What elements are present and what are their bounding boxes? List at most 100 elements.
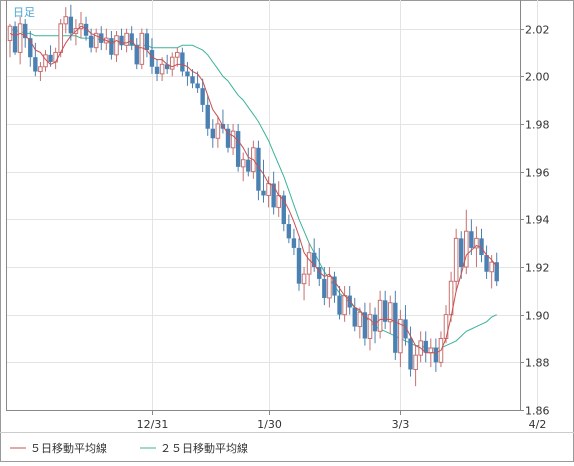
y-tick-label: 1.98 xyxy=(525,119,550,132)
legend: ５日移動平均線 ２５日移動平均線 xyxy=(10,441,248,455)
x-tick-label: 1/30 xyxy=(257,418,282,431)
candle-body xyxy=(387,302,393,323)
candle-body xyxy=(134,45,139,65)
candle-body xyxy=(474,237,479,249)
x-tick-label: 12/31 xyxy=(137,418,169,431)
candle-body xyxy=(484,255,489,272)
candle-body xyxy=(301,273,307,285)
candle-body xyxy=(469,231,474,248)
candle-body xyxy=(377,299,383,332)
candle-body xyxy=(195,83,200,89)
candle-body xyxy=(296,247,302,284)
candle-body xyxy=(367,314,373,339)
y-tick-label: 1.92 xyxy=(525,262,550,275)
ma5-polyline xyxy=(9,25,498,354)
y-tick-label: 1.94 xyxy=(525,214,550,227)
candle-body xyxy=(357,311,363,328)
candle-body xyxy=(235,131,241,167)
candle-body xyxy=(7,25,13,42)
candle-body xyxy=(48,54,53,62)
candle-body xyxy=(317,266,322,279)
candle-body xyxy=(17,23,23,53)
axes: 2.022.001.981.961.941.921.901.881.8612/3… xyxy=(0,0,574,433)
candle-body xyxy=(271,183,276,208)
candle-body xyxy=(352,307,357,327)
candle-body xyxy=(164,64,170,70)
candle-body xyxy=(342,295,347,316)
candle-body xyxy=(12,26,18,53)
candle-body xyxy=(175,51,180,58)
candle-body xyxy=(327,276,332,299)
candle-body xyxy=(93,32,99,49)
candle-body xyxy=(144,33,150,51)
candle-body xyxy=(139,32,145,65)
y-tick-label: 2.00 xyxy=(525,71,550,84)
candle-body xyxy=(489,261,494,273)
candle-body xyxy=(159,63,165,75)
candle-body xyxy=(169,56,175,70)
legend-label: ２５日移動平均線 xyxy=(160,441,248,455)
candle-body xyxy=(185,71,190,77)
candles xyxy=(7,4,499,387)
candle-body xyxy=(261,190,266,196)
candle-body xyxy=(240,159,246,168)
candle-body xyxy=(382,300,388,322)
candle-body xyxy=(230,130,236,149)
y-tick-label: 1.88 xyxy=(525,357,550,370)
period-label: 日足 xyxy=(13,6,35,19)
legend-label: ５日移動平均線 xyxy=(30,441,107,455)
candle-body xyxy=(205,104,210,129)
candle-body xyxy=(210,128,215,139)
candle-body xyxy=(119,35,124,46)
candle-body xyxy=(403,319,408,339)
candle-body xyxy=(372,314,378,332)
candle-body xyxy=(68,16,74,34)
candle-body xyxy=(398,318,403,354)
y-tick-label: 1.90 xyxy=(525,310,550,323)
candle-body xyxy=(453,237,459,282)
candle-body xyxy=(246,159,251,172)
candle-body xyxy=(256,147,261,191)
candle-body xyxy=(180,52,185,72)
candle-body xyxy=(109,38,114,55)
candle-body xyxy=(149,50,155,67)
candle-body xyxy=(291,238,297,248)
candle-body xyxy=(215,123,221,139)
ma5-line xyxy=(9,25,498,354)
candle-body xyxy=(393,302,398,353)
x-tick-label: 4/2 xyxy=(529,418,547,431)
candle-body xyxy=(306,252,312,275)
x-tick-label: 3/3 xyxy=(392,418,410,431)
candle-body xyxy=(362,312,368,339)
candle-body xyxy=(38,66,43,73)
candle-body xyxy=(58,23,64,53)
candle-body xyxy=(332,276,337,296)
candle-body xyxy=(154,66,160,74)
candle-body xyxy=(286,224,292,239)
candle-body xyxy=(494,262,499,282)
candle-body xyxy=(114,35,119,56)
candle-body xyxy=(28,38,33,58)
candle-body xyxy=(63,16,69,25)
candle-body xyxy=(312,252,317,267)
candle-body xyxy=(88,35,94,48)
candle-body xyxy=(33,57,38,72)
candle-body xyxy=(129,33,134,46)
candle-body xyxy=(124,32,129,46)
candle-body xyxy=(83,23,89,36)
candle-body xyxy=(337,295,342,315)
candle-body xyxy=(408,338,413,370)
y-tick-label: 1.96 xyxy=(525,167,550,180)
candle-body xyxy=(423,340,428,353)
candle-body xyxy=(428,347,434,354)
candle-body xyxy=(433,348,439,363)
candle-body xyxy=(322,278,327,298)
candle-body xyxy=(413,354,418,370)
candle-body xyxy=(23,23,28,39)
candle-body xyxy=(266,183,271,196)
y-tick-label: 2.02 xyxy=(525,24,550,37)
candle-body xyxy=(459,238,464,267)
candle-body xyxy=(347,295,352,308)
